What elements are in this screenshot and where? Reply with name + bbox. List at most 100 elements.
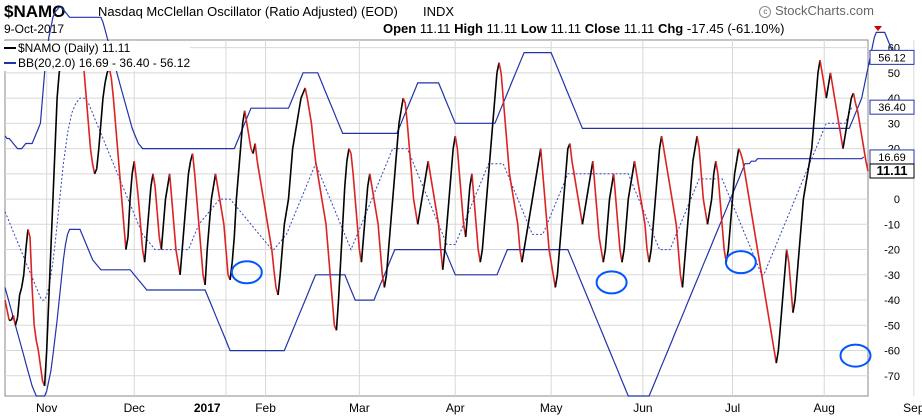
oscillator-segment bbox=[120, 198, 125, 225]
oscillator-segment bbox=[756, 249, 761, 263]
oscillator-segment bbox=[506, 148, 511, 174]
oscillator-segment bbox=[654, 173, 659, 200]
oscillator-segment bbox=[804, 173, 809, 187]
oscillator-segment bbox=[717, 173, 721, 200]
oscillator-segment bbox=[560, 198, 565, 225]
value-tag-box bbox=[869, 99, 915, 115]
oscillator-segment bbox=[748, 198, 753, 212]
oscillator-segment bbox=[143, 236, 148, 263]
oscillator-segment bbox=[677, 249, 682, 275]
oscillator-segment bbox=[352, 173, 357, 200]
oscillator-segment bbox=[571, 161, 575, 174]
oscillator-segment bbox=[863, 148, 867, 162]
oscillator-segment bbox=[39, 365, 44, 381]
oscillator-segment bbox=[621, 249, 625, 263]
oscillator-segment bbox=[813, 98, 817, 124]
oscillator-segment bbox=[100, 98, 104, 124]
oscillator-segment bbox=[154, 186, 158, 212]
oscillator-segment bbox=[400, 97, 404, 111]
oscillator-segment bbox=[575, 186, 580, 200]
oscillator-segment bbox=[85, 98, 90, 124]
oscillator-segment bbox=[16, 294, 21, 318]
oscillator-segment bbox=[721, 224, 725, 250]
oscillator-segment bbox=[329, 274, 334, 301]
oscillator-segment bbox=[4, 299, 8, 311]
oscillator-segment bbox=[744, 173, 748, 187]
oscillator-segment bbox=[554, 274, 559, 288]
oscillator-segment bbox=[856, 110, 861, 124]
oscillator-segment bbox=[114, 123, 119, 149]
oscillator-segment bbox=[43, 350, 48, 386]
oscillator-segment bbox=[239, 123, 244, 149]
oscillator-segment bbox=[767, 312, 771, 326]
oscillator-segment bbox=[760, 274, 765, 288]
oscillator-segment bbox=[208, 198, 213, 225]
oscillator-segment bbox=[733, 161, 738, 174]
bb-lower-line bbox=[4, 156, 865, 397]
oscillator-segment bbox=[235, 173, 240, 200]
value-tag-label: 56.12 bbox=[878, 52, 906, 64]
high-value: 11.11 bbox=[486, 21, 518, 36]
oscillator-segment bbox=[637, 186, 642, 200]
oscillator-segment bbox=[145, 211, 150, 238]
oscillator-segment bbox=[592, 161, 596, 187]
oscillator-segment bbox=[254, 143, 259, 162]
value-tag-label: 16.69 bbox=[878, 152, 906, 164]
oscillator-segment bbox=[314, 161, 319, 174]
chart-legend: $NAMO (Daily) 11.11 BB(20,2.0) 16.69 - 3… bbox=[4, 41, 191, 71]
oscillator-segment bbox=[54, 98, 58, 149]
oscillator-segment bbox=[529, 198, 534, 212]
oscillator-segment bbox=[127, 199, 131, 237]
oscillator-segment bbox=[160, 224, 165, 250]
low-value: 11.11 bbox=[550, 21, 582, 36]
oscillator-segment bbox=[838, 123, 842, 137]
oscillator-segment bbox=[617, 224, 621, 250]
oscillator-segment bbox=[14, 317, 19, 326]
oscillator-segment bbox=[702, 198, 707, 212]
oscillator-segment bbox=[802, 186, 807, 200]
oscillator-segment bbox=[860, 135, 865, 149]
oscillator-segment bbox=[35, 340, 40, 351]
oscillator-segment bbox=[762, 287, 767, 301]
value-tag-label: 36.40 bbox=[878, 102, 906, 114]
oscillator-segment bbox=[790, 287, 794, 313]
oscillator-segment bbox=[854, 102, 859, 111]
oscillator-segment bbox=[614, 198, 619, 225]
oscillator-segment bbox=[331, 299, 336, 326]
oscillator-segment bbox=[865, 161, 869, 172]
oscillator-segment bbox=[133, 161, 138, 179]
oscillator-segment bbox=[806, 161, 811, 174]
oscillator-segment bbox=[375, 211, 379, 225]
oscillator-segment bbox=[118, 173, 123, 200]
ticker-symbol: $NAMO bbox=[4, 2, 66, 21]
oscillator-segment bbox=[389, 198, 394, 225]
oscillator-segment bbox=[731, 173, 736, 200]
oscillator-segment bbox=[410, 173, 415, 200]
oscillator-segment bbox=[204, 249, 208, 285]
oscillator-segment bbox=[356, 224, 361, 250]
x-tick-label: Aug bbox=[814, 401, 835, 415]
oscillator-segment bbox=[364, 186, 369, 212]
oscillator-segment bbox=[277, 274, 281, 296]
oscillator-segment bbox=[775, 350, 780, 364]
oscillator-segment bbox=[45, 300, 50, 351]
oscillator-segment bbox=[781, 274, 786, 301]
oscillator-segment bbox=[858, 123, 863, 137]
oscillator-segment bbox=[852, 92, 857, 104]
highlight-ellipse bbox=[839, 343, 872, 368]
oscillator-segment bbox=[95, 148, 100, 169]
oscillator-segment bbox=[692, 148, 696, 162]
oscillator-segment bbox=[785, 249, 790, 263]
oscillator-segment bbox=[665, 161, 669, 174]
value-tag-box bbox=[869, 49, 915, 65]
oscillator-segment bbox=[285, 198, 290, 212]
oscillator-segment bbox=[47, 249, 52, 301]
oscillator-segment bbox=[152, 173, 156, 187]
oscillator-segment bbox=[798, 224, 803, 250]
oscillator-segment bbox=[396, 123, 400, 149]
oscillator-segment bbox=[444, 224, 448, 250]
oscillator-segment bbox=[696, 135, 700, 149]
oscillator-segment bbox=[460, 198, 465, 225]
oscillator-segment bbox=[260, 186, 265, 200]
oscillator-segment bbox=[148, 186, 152, 212]
